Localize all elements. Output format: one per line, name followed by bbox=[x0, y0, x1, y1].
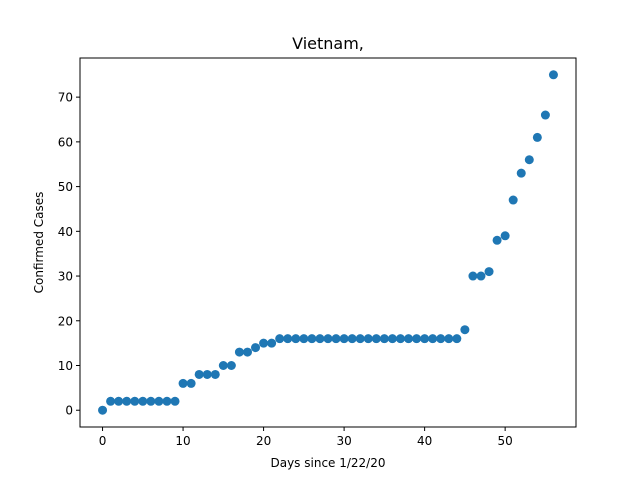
data-point bbox=[412, 334, 422, 344]
data-point bbox=[379, 334, 389, 344]
data-point bbox=[468, 271, 478, 281]
data-point bbox=[540, 110, 550, 120]
data-point bbox=[492, 235, 502, 245]
data-point bbox=[500, 231, 510, 241]
data-point bbox=[444, 334, 454, 344]
axes-frame bbox=[79, 57, 577, 428]
data-point bbox=[234, 347, 244, 357]
data-point bbox=[122, 396, 132, 406]
data-point bbox=[331, 334, 341, 344]
data-point bbox=[259, 338, 269, 348]
x-tick-label: 50 bbox=[498, 434, 513, 448]
data-point bbox=[106, 396, 116, 406]
data-point bbox=[315, 334, 325, 344]
data-point bbox=[452, 334, 462, 344]
y-tick-label: 10 bbox=[58, 359, 73, 373]
data-point bbox=[138, 396, 148, 406]
data-point bbox=[251, 343, 261, 353]
data-point bbox=[210, 369, 220, 379]
y-tick-label: 30 bbox=[58, 270, 73, 284]
plot-area bbox=[98, 70, 558, 415]
data-point bbox=[114, 396, 124, 406]
y-tick-label: 20 bbox=[58, 314, 73, 328]
x-tick-label: 20 bbox=[256, 434, 271, 448]
data-point bbox=[371, 334, 381, 344]
y-tick-label: 40 bbox=[58, 225, 73, 239]
y-axis-label: Confirmed Cases bbox=[32, 192, 46, 294]
data-point bbox=[130, 396, 140, 406]
y-tick-label: 60 bbox=[58, 135, 73, 149]
data-point bbox=[275, 334, 285, 344]
data-point bbox=[428, 334, 438, 344]
data-point bbox=[218, 361, 228, 370]
x-tick-label: 30 bbox=[336, 434, 351, 448]
data-point bbox=[548, 70, 558, 80]
data-point bbox=[154, 396, 164, 406]
data-point bbox=[532, 132, 542, 142]
data-point bbox=[267, 338, 277, 348]
data-point bbox=[516, 168, 526, 178]
y-tick-label: 0 bbox=[65, 404, 73, 418]
data-point bbox=[162, 396, 172, 406]
y-tick-label: 50 bbox=[58, 180, 73, 194]
data-point bbox=[476, 271, 486, 281]
data-point bbox=[347, 334, 357, 344]
data-point bbox=[436, 334, 446, 344]
chart-title: Vietnam, bbox=[292, 34, 364, 53]
data-point bbox=[170, 396, 180, 406]
x-axis-label: Days since 1/22/20 bbox=[270, 456, 385, 470]
data-point bbox=[242, 347, 252, 357]
y-tick-label: 70 bbox=[58, 91, 73, 105]
data-point bbox=[194, 369, 204, 379]
data-point bbox=[283, 334, 293, 344]
data-point bbox=[98, 405, 108, 415]
axis-ticks: 0 10 20 30 40 50 0 10 20 30 40 50 60 70 bbox=[58, 91, 513, 448]
x-tick-label: 10 bbox=[175, 434, 190, 448]
data-point bbox=[323, 334, 333, 344]
data-point bbox=[508, 195, 518, 205]
data-point bbox=[339, 334, 349, 344]
data-point bbox=[484, 267, 494, 277]
data-point bbox=[291, 334, 301, 344]
x-tick-label: 0 bbox=[99, 434, 107, 448]
data-point bbox=[363, 334, 373, 344]
data-point bbox=[146, 396, 156, 406]
data-point bbox=[387, 334, 397, 344]
data-point bbox=[202, 369, 212, 379]
data-point bbox=[226, 361, 236, 370]
data-point bbox=[186, 378, 196, 388]
x-tick-label: 40 bbox=[417, 434, 432, 448]
data-point bbox=[355, 334, 365, 344]
data-point bbox=[178, 378, 188, 388]
data-point bbox=[395, 334, 405, 344]
data-point bbox=[404, 334, 414, 344]
data-point bbox=[460, 325, 470, 335]
data-point bbox=[307, 334, 317, 344]
data-point bbox=[299, 334, 309, 344]
data-point bbox=[420, 334, 430, 344]
data-point bbox=[524, 155, 534, 165]
